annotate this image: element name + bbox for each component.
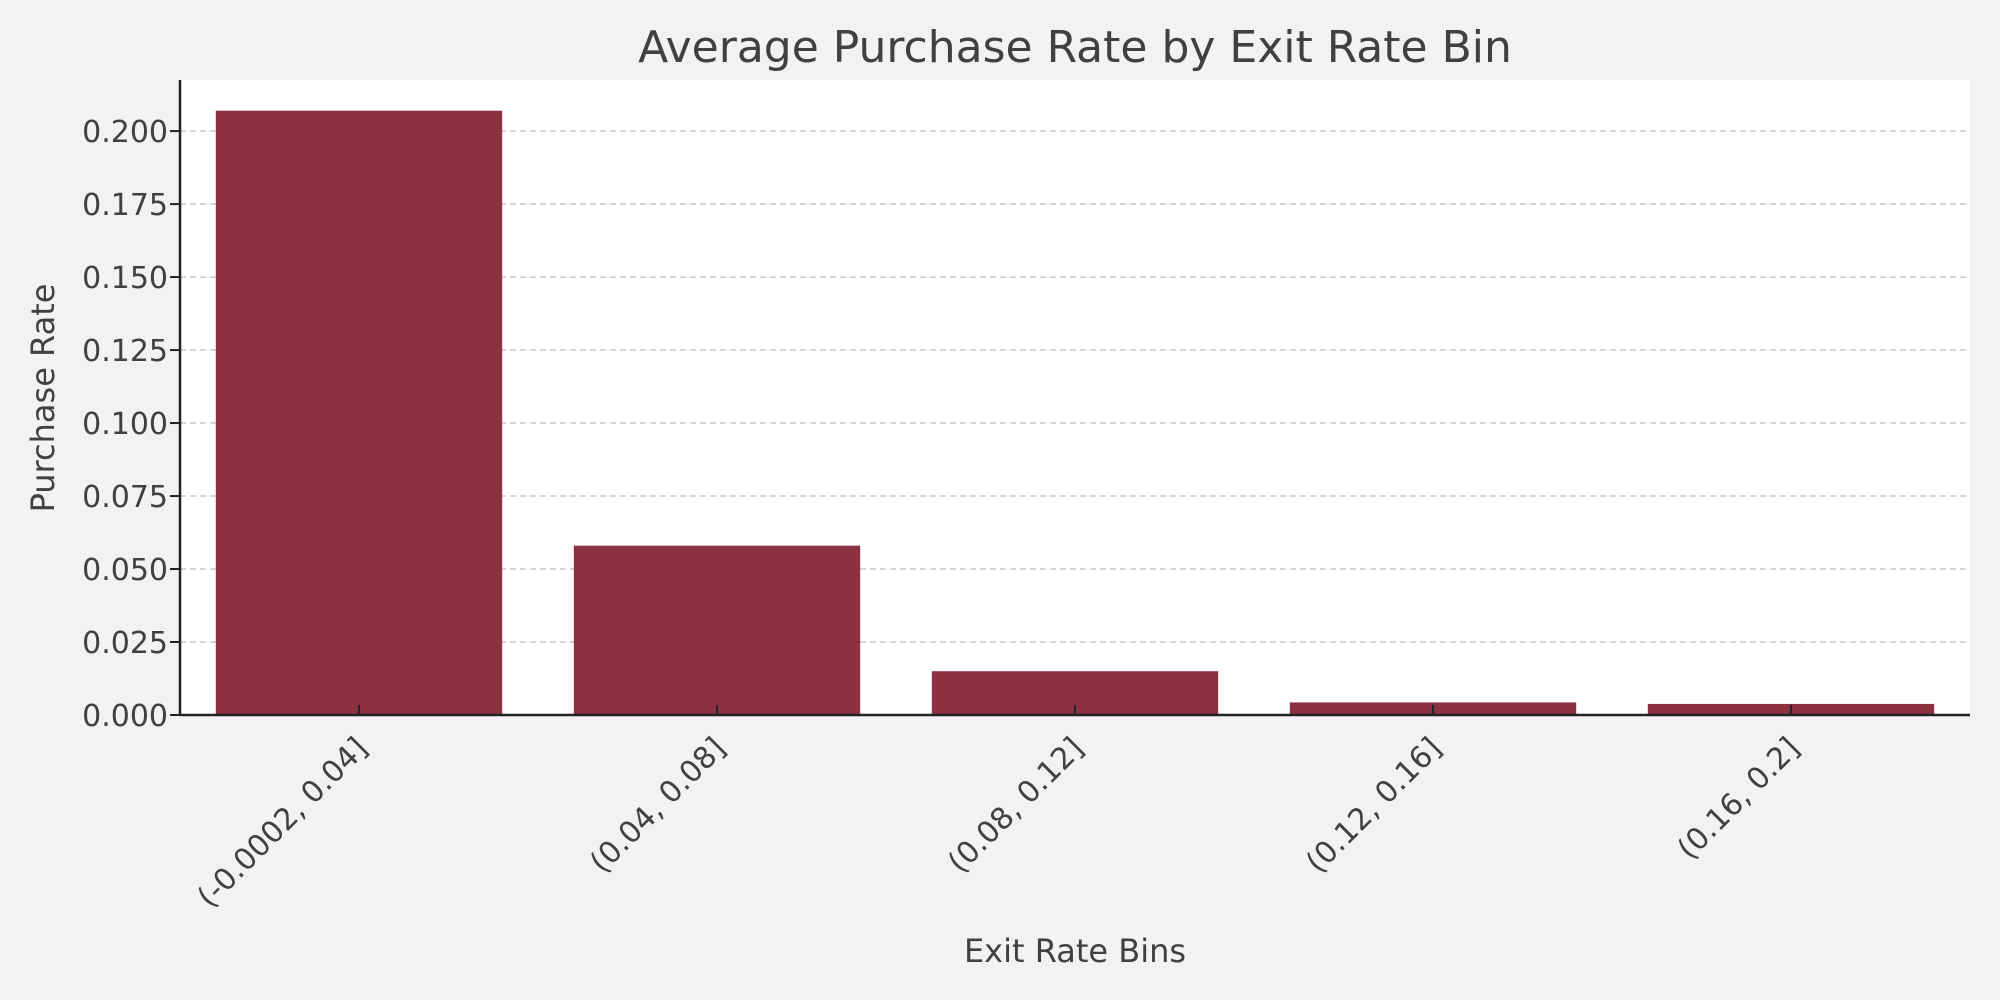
x-axis-ticks: (-0.0002, 0.04] (0.04, 0.08] (0.08, 0.12] (… <box>191 705 1807 915</box>
bar <box>215 110 503 716</box>
y-axis-label: Purchase Rate <box>24 284 62 513</box>
bars <box>215 110 1935 716</box>
y-tick-label: 0.025 <box>82 626 168 661</box>
x-tick-label: (0.16, 0.2] <box>1671 731 1807 867</box>
gridlines <box>180 130 1970 643</box>
y-tick-label: 0.200 <box>82 115 168 150</box>
y-tick-label: 0.175 <box>82 188 168 223</box>
y-tick-label: 0.100 <box>82 407 168 442</box>
y-tick-label: 0.000 <box>82 699 168 734</box>
x-tick-label: (0.12, 0.16] <box>1299 731 1448 880</box>
y-tick-label: 0.150 <box>82 261 168 296</box>
y-tick-label: 0.125 <box>82 334 168 369</box>
y-axis-ticks: 0.000 0.025 0.050 0.075 0.100 0.125 0.150 0.175… <box>82 115 180 734</box>
x-tick-label: (0.08, 0.12] <box>941 731 1090 880</box>
x-tick-label: (-0.0002, 0.04] <box>191 731 375 915</box>
bar <box>573 545 861 715</box>
chart-title: Average Purchase Rate by Exit Rate Bin <box>638 22 1512 73</box>
x-axis-label: Exit Rate Bins <box>964 932 1186 970</box>
x-tick-label: (0.04, 0.08] <box>583 731 732 880</box>
y-tick-label: 0.050 <box>82 553 168 588</box>
y-tick-label: 0.075 <box>82 480 168 515</box>
